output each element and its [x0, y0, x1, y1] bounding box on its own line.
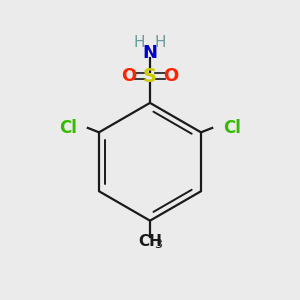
Text: 3: 3 — [154, 238, 162, 251]
Text: H: H — [134, 35, 145, 50]
Text: Cl: Cl — [224, 119, 241, 137]
Text: O: O — [164, 68, 179, 85]
Text: CH: CH — [138, 234, 162, 249]
Text: H: H — [155, 35, 167, 50]
Text: S: S — [143, 67, 157, 86]
Text: O: O — [121, 68, 136, 85]
Text: Cl: Cl — [59, 119, 76, 137]
Text: N: N — [142, 44, 158, 62]
